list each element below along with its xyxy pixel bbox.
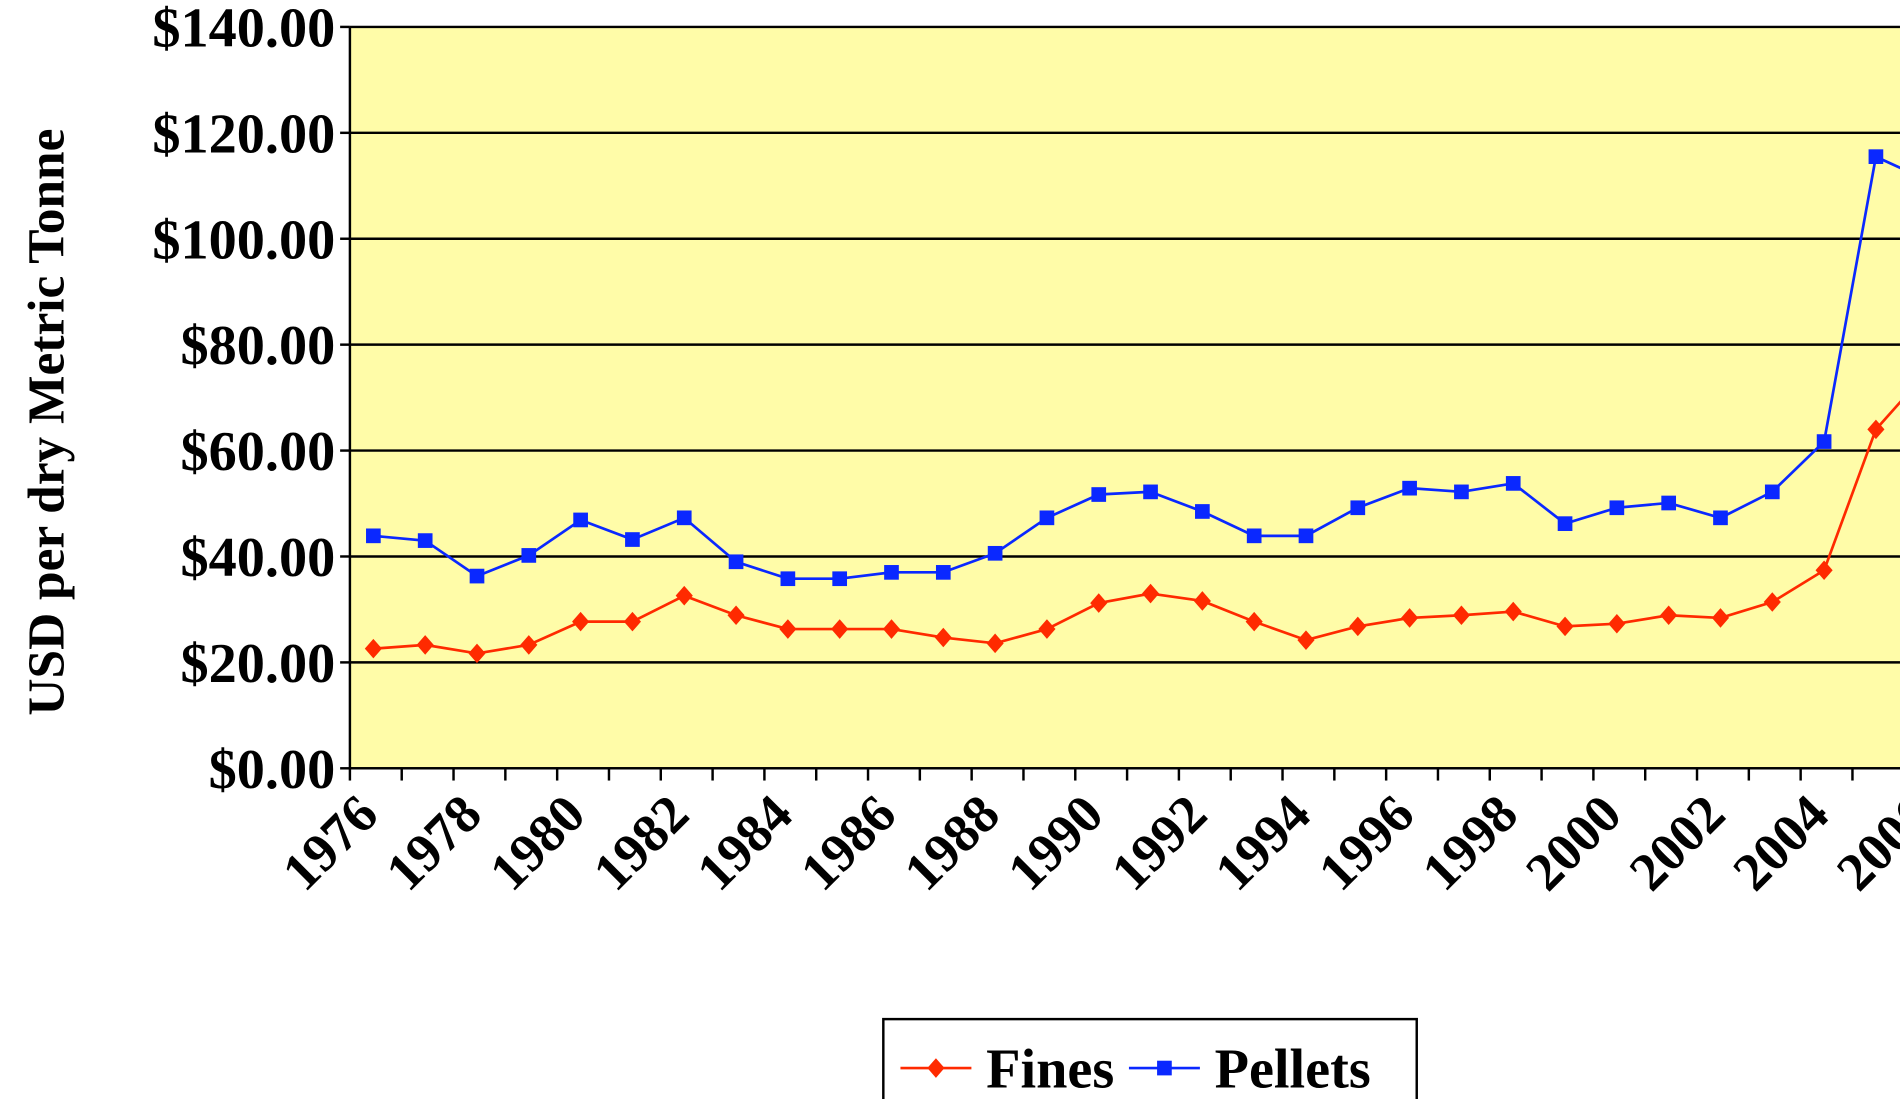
marker — [572, 611, 590, 632]
marker — [1711, 608, 1730, 628]
marker — [1816, 434, 1832, 449]
marker — [417, 533, 433, 548]
marker — [728, 554, 744, 570]
marker — [1195, 504, 1210, 519]
marker — [1867, 419, 1885, 440]
marker — [934, 627, 952, 648]
x-tick-label: 2002 — [1618, 783, 1737, 902]
marker — [1557, 516, 1573, 531]
marker — [1505, 476, 1521, 491]
marker — [520, 635, 538, 655]
y-tick-label: $40.00 — [180, 527, 335, 589]
marker — [625, 532, 640, 547]
marker — [935, 565, 951, 580]
legend-label: Pellets — [1215, 1039, 1371, 1099]
legend-box — [882, 1017, 1418, 1099]
x-tick-label: 1976 — [271, 783, 390, 902]
x-tick-label: 1996 — [1307, 783, 1426, 902]
marker — [521, 548, 537, 563]
legend-label: Fines — [986, 1039, 1114, 1099]
marker — [1401, 608, 1419, 628]
x-labels: 1976197819801982198419861988199019921994… — [271, 783, 1900, 902]
marker — [1141, 583, 1160, 604]
marker — [832, 571, 848, 587]
marker — [676, 510, 692, 526]
plot-area — [349, 26, 1900, 769]
marker — [1713, 510, 1728, 526]
x-tick-label: 2006 — [1825, 783, 1900, 902]
marker — [1454, 484, 1469, 500]
x-tick-label: 1998 — [1411, 783, 1530, 902]
marker — [1609, 500, 1625, 516]
x-tick-label: 1982 — [582, 783, 701, 902]
x-tick-label: 2000 — [1514, 783, 1633, 902]
marker — [1039, 510, 1055, 526]
x-tick-label: 1988 — [892, 783, 1011, 902]
y-tick-label: $60.00 — [180, 421, 335, 483]
marker — [780, 571, 796, 587]
marker — [469, 568, 485, 584]
marker — [882, 619, 901, 639]
marker — [1350, 500, 1366, 516]
y-tick-label: $0.00 — [209, 739, 336, 801]
marker — [1246, 528, 1262, 544]
x-tick-label: 1994 — [1203, 783, 1322, 902]
marker — [1815, 560, 1833, 581]
marker — [1661, 495, 1677, 511]
marker — [1091, 487, 1107, 502]
marker — [1298, 528, 1314, 544]
marker — [987, 545, 1003, 561]
y-tick-label: $140.00 — [152, 0, 335, 59]
marker — [1868, 149, 1884, 164]
marker — [884, 565, 899, 580]
marker — [1090, 593, 1108, 613]
marker — [1143, 484, 1158, 500]
x-tick-label: 1990 — [996, 783, 1115, 902]
marker — [1038, 619, 1056, 639]
marker — [1556, 616, 1574, 637]
marker — [1297, 630, 1315, 650]
marker — [364, 638, 382, 659]
y-tick-label: $120.00 — [152, 103, 335, 165]
y-tick-label: $100.00 — [152, 209, 335, 271]
marker — [1349, 616, 1367, 637]
marker — [366, 528, 381, 544]
x-tick-label: 1980 — [478, 783, 597, 902]
y-tick-label: $20.00 — [180, 633, 335, 695]
marker — [1608, 613, 1626, 634]
x-tick-label: 1986 — [789, 783, 908, 902]
marker — [1764, 484, 1780, 500]
marker — [1402, 480, 1417, 496]
y-axis-label: USD per dry Metric Tonne — [19, 129, 76, 716]
marker — [779, 619, 797, 639]
x-tick-label: 1992 — [1100, 783, 1219, 902]
marker — [573, 512, 588, 528]
y-tick-label: $80.00 — [180, 315, 335, 377]
x-tick-label: 1984 — [685, 783, 804, 902]
marker — [986, 633, 1004, 654]
marker — [1157, 1060, 1172, 1076]
marker — [675, 585, 693, 606]
marker — [831, 619, 849, 639]
x-tick-label: 1978 — [374, 783, 493, 902]
marker — [416, 635, 434, 655]
x-tick-label: 2004 — [1721, 783, 1840, 902]
